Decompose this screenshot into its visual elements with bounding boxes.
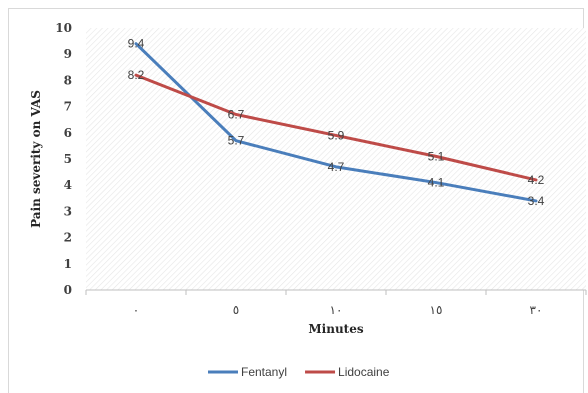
data-label-fentanyl: 9.4: [128, 37, 145, 51]
x-tick-label: ٥: [233, 303, 239, 317]
x-tick-label: ٠: [133, 303, 139, 317]
x-tick-label: ١٥: [430, 303, 443, 317]
y-axis-title: Pain severity on VAS: [29, 90, 43, 228]
y-tick-label: 0: [64, 283, 72, 297]
plot-area: [86, 28, 586, 290]
y-tick-label: 6: [64, 126, 72, 140]
series-line-lidocaine: [134, 73, 538, 182]
data-label-lidocaine: 5.1: [428, 149, 445, 163]
x-tick-label: ٣٠: [530, 303, 543, 317]
data-label-lidocaine: 4.2: [528, 173, 545, 187]
y-tick-label: 4: [64, 178, 72, 192]
y-tick-label: 1: [64, 257, 72, 271]
y-tick-label: 8: [64, 73, 72, 87]
data-label-lidocaine: 8.2: [128, 68, 145, 82]
x-tick-label: ١٠: [330, 303, 343, 317]
data-label-lidocaine: 5.9: [328, 128, 345, 142]
legend-label-lidocaine: Lidocaine: [338, 365, 390, 379]
data-label-fentanyl: 4.7: [328, 160, 345, 174]
y-tick-label: 3: [64, 204, 72, 218]
y-tick-label: 9: [64, 47, 72, 61]
data-label-lidocaine: 6.7: [228, 107, 245, 121]
series-line-fentanyl: [134, 42, 538, 203]
y-tick-label: 10: [55, 21, 72, 35]
data-label-fentanyl: 5.7: [228, 134, 245, 148]
data-label-fentanyl: 4.1: [428, 176, 445, 190]
x-axis-title: Minutes: [308, 322, 363, 336]
legend: Fentanyl Lidocaine: [208, 365, 390, 379]
legend-label-fentanyl: Fentanyl: [241, 365, 287, 379]
y-tick-label: 5: [64, 152, 72, 166]
y-tick-label: 2: [64, 231, 72, 245]
y-tick-label: 7: [64, 100, 72, 114]
data-label-fentanyl: 3.4: [528, 194, 545, 208]
